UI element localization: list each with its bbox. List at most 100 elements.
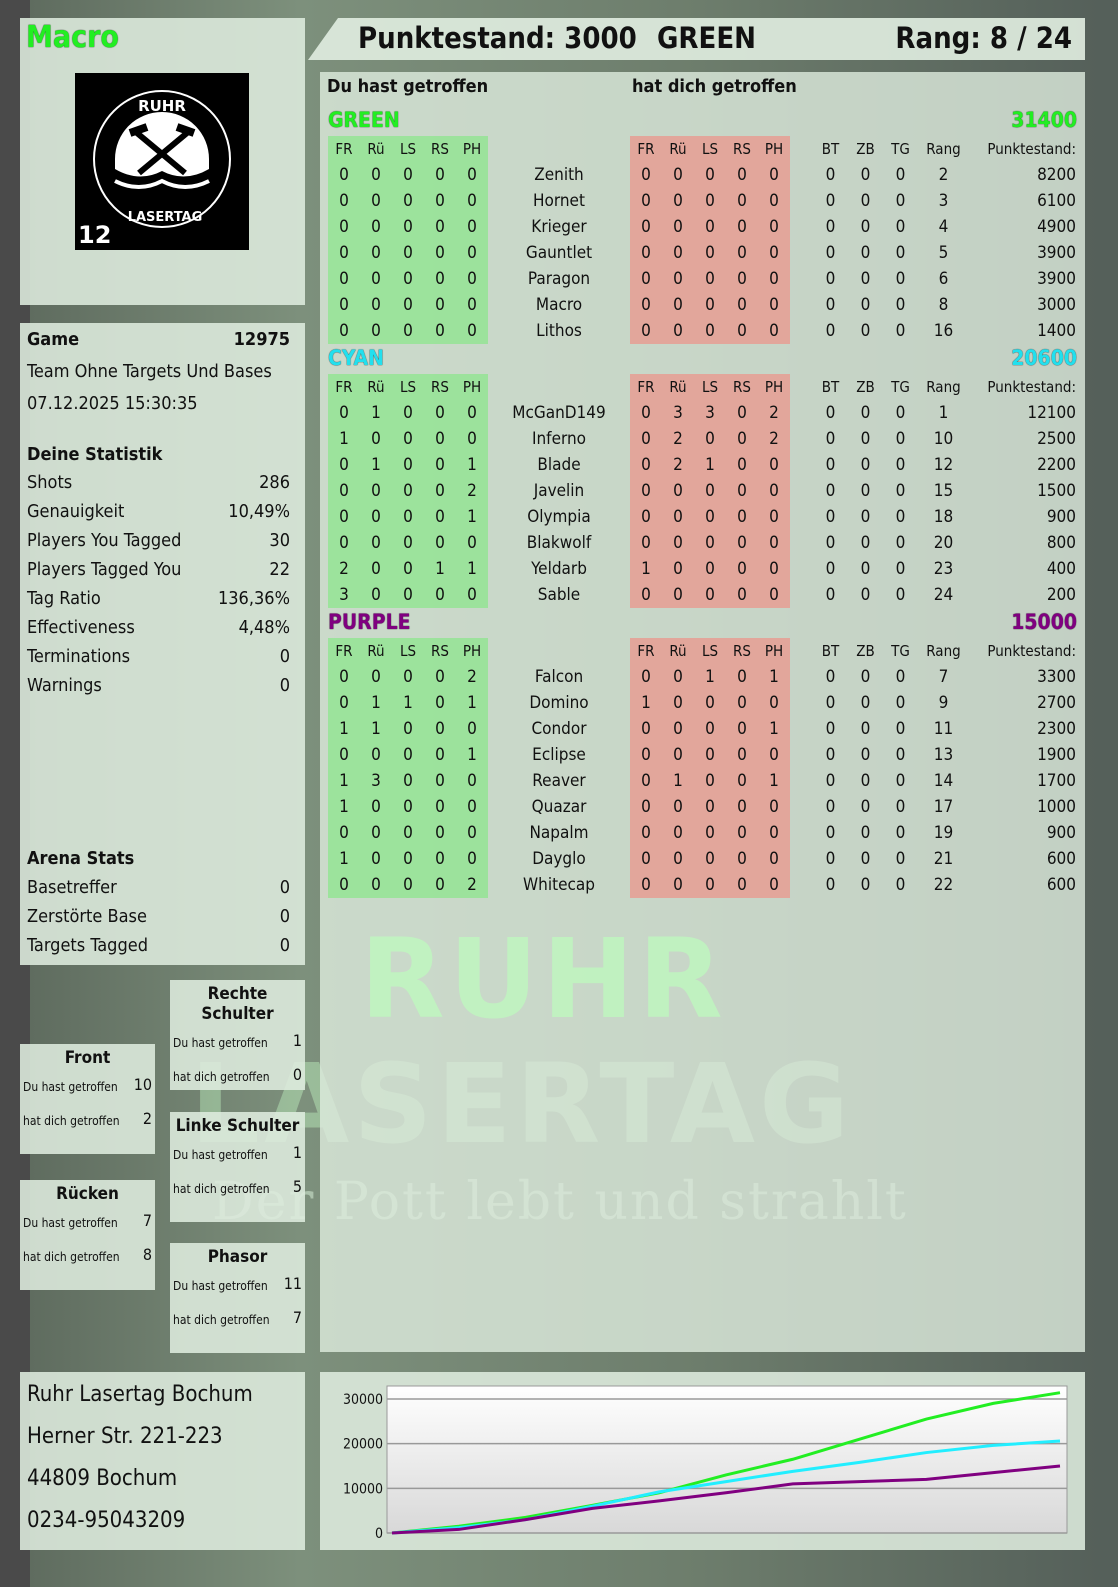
arena-row: Zerstörte Base 0: [27, 906, 290, 927]
team-header: GREEN 31400: [328, 108, 1077, 132]
received-cell: 1: [758, 716, 790, 742]
rank-cell: 8: [938, 295, 949, 315]
bt-cell: 0: [825, 745, 836, 765]
given-cell: 0: [424, 846, 456, 872]
stat-value: 22: [269, 559, 290, 580]
given-cell: 0: [456, 846, 488, 872]
player-name: Falcon: [534, 667, 584, 687]
received-cell: 2: [758, 400, 790, 426]
spacer: [790, 582, 813, 608]
received-cell: 0: [726, 318, 758, 344]
tg-cell: 0: [895, 667, 906, 687]
received-cell: 2: [758, 426, 790, 452]
given-cell: 1: [456, 504, 488, 530]
body-part-name: Rücken: [56, 1184, 119, 1204]
given-cell: 0: [392, 400, 424, 426]
col-received-Rü: Rü: [662, 638, 694, 664]
stat-row: Warnings 0: [27, 675, 290, 696]
bt-cell: 0: [825, 585, 836, 605]
tg-cell: 0: [895, 559, 906, 579]
rank-cell: 7: [938, 667, 949, 687]
player-name: Inferno: [531, 429, 587, 449]
given-title: Du hast getroffen: [327, 76, 489, 97]
arena-label: Targets Tagged: [27, 935, 148, 956]
body-part-box: Rechte Schulter Du hast getroffen 1 hat dic…: [170, 980, 305, 1090]
given-cell: 0: [328, 266, 360, 292]
zb-cell: 0: [860, 321, 871, 341]
tg-cell: 0: [895, 269, 906, 289]
plot-area: [386, 1385, 1068, 1534]
team-header: CYAN 20600: [328, 346, 1077, 370]
given-cell: 0: [424, 478, 456, 504]
player-row: 3 0 0 0 0 Sable 0 0 0 0 0 0 0 0 24 200: [328, 582, 1076, 608]
received-value: 5: [292, 1177, 302, 1196]
received-value: 8: [142, 1245, 152, 1264]
received-cell: 0: [726, 240, 758, 266]
arena-value: 0: [279, 906, 290, 927]
given-cell: 0: [328, 690, 360, 716]
given-cell: 0: [328, 664, 360, 690]
rank-cell: 19: [933, 823, 954, 843]
received-cell: 0: [726, 452, 758, 478]
given-cell: 0: [456, 162, 488, 188]
received-row: hat dich getroffen 2: [20, 1094, 155, 1128]
received-cell: 0: [758, 504, 790, 530]
received-cell: 0: [630, 742, 662, 768]
received-cell: 0: [726, 716, 758, 742]
address-line: Herner Str. 221-223: [27, 1424, 223, 1449]
given-cell: 1: [424, 556, 456, 582]
score-cell: 2300: [1037, 719, 1076, 739]
rank-cell: 12: [933, 455, 954, 475]
column-header-row: FR Rü LS RS PH FR Rü LS RS PH BT ZB TG Rang Punktestan…: [328, 374, 1076, 400]
series-line-2: [391, 1464, 1061, 1535]
tg-cell: 0: [895, 585, 906, 605]
game-datetime: 07.12.2025 15:30:35: [27, 393, 290, 414]
given-cell: 0: [456, 582, 488, 608]
rank-cell: 11: [933, 719, 954, 739]
player-name: Quazar: [531, 797, 587, 817]
given-cell: 3: [328, 582, 360, 608]
given-cell: 0: [456, 318, 488, 344]
rank-cell: 15: [933, 481, 954, 501]
given-cell: 0: [360, 742, 392, 768]
received-cell: 0: [694, 162, 726, 188]
score-cell: 800: [1046, 533, 1076, 553]
header-team: GREEN: [657, 21, 756, 55]
body-part-box: Rücken Du hast getroffen 7 hat dich getroff…: [20, 1180, 155, 1290]
stat-label: Players Tagged You: [27, 559, 182, 580]
col-given-FR: FR: [328, 374, 360, 400]
zb-cell: 0: [860, 693, 871, 713]
zb-cell: 0: [860, 295, 871, 315]
player-panel: Macro RUHR LASERTAG 12: [20, 18, 305, 305]
score-cell: 1500: [1037, 481, 1076, 501]
received-cell: 0: [726, 664, 758, 690]
received-cell: 0: [662, 318, 694, 344]
tg-cell: 0: [895, 321, 906, 341]
player-name: Krieger: [531, 217, 587, 237]
received-cell: 0: [630, 768, 662, 794]
given-cell: 0: [392, 214, 424, 240]
received-cell: 0: [662, 582, 694, 608]
stat-row: Genauigkeit 10,49%: [27, 501, 290, 522]
col-received-FR: FR: [630, 638, 662, 664]
stat-row: Shots 286: [27, 472, 290, 493]
received-cell: 0: [662, 266, 694, 292]
received-cell: 1: [758, 768, 790, 794]
team-name: CYAN: [328, 346, 384, 370]
score-cell: 3900: [1037, 243, 1076, 263]
received-cell: 0: [726, 768, 758, 794]
received-cell: 0: [662, 872, 694, 898]
score-cell: 200: [1046, 585, 1076, 605]
stat-label: Terminations: [27, 646, 131, 667]
col-extra: TG: [891, 140, 910, 158]
given-cell: 0: [424, 426, 456, 452]
rank-cell: 18: [933, 507, 954, 527]
score-cell: 8200: [1037, 165, 1076, 185]
given-cell: 1: [456, 742, 488, 768]
score-cell: 3000: [1037, 295, 1076, 315]
player-row: 1 0 0 0 0 Dayglo 0 0 0 0 0 0 0 0 21 600: [328, 846, 1076, 872]
received-value: 2: [142, 1109, 152, 1128]
score-cell: 1400: [1037, 321, 1076, 341]
given-cell: 0: [328, 820, 360, 846]
received-cell: 1: [694, 452, 726, 478]
